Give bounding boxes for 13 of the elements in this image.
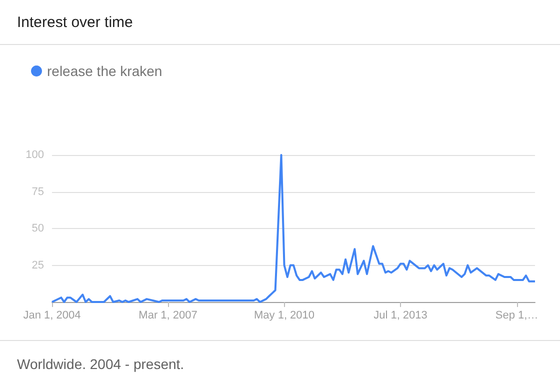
y-tick-label: 100: [26, 149, 44, 161]
x-tick-label: Jan 1, 2004: [23, 310, 81, 322]
legend-label: release the kraken: [47, 63, 162, 79]
x-tick-label: Sep 1,…: [495, 310, 538, 322]
x-tick-label: Jul 1, 2013: [374, 310, 428, 322]
x-tick-label: May 1, 2010: [254, 310, 315, 322]
y-tick-label: 50: [32, 222, 44, 234]
text: Worldwide. 2004 - present.: [17, 356, 184, 372]
line-series: [51, 154, 536, 303]
y-tick-label: 25: [32, 259, 44, 272]
x-tick-label: Mar 1, 2007: [138, 310, 198, 322]
chart-title: Interest over time: [0, 0, 560, 45]
y-tick-label: 75: [32, 186, 44, 198]
